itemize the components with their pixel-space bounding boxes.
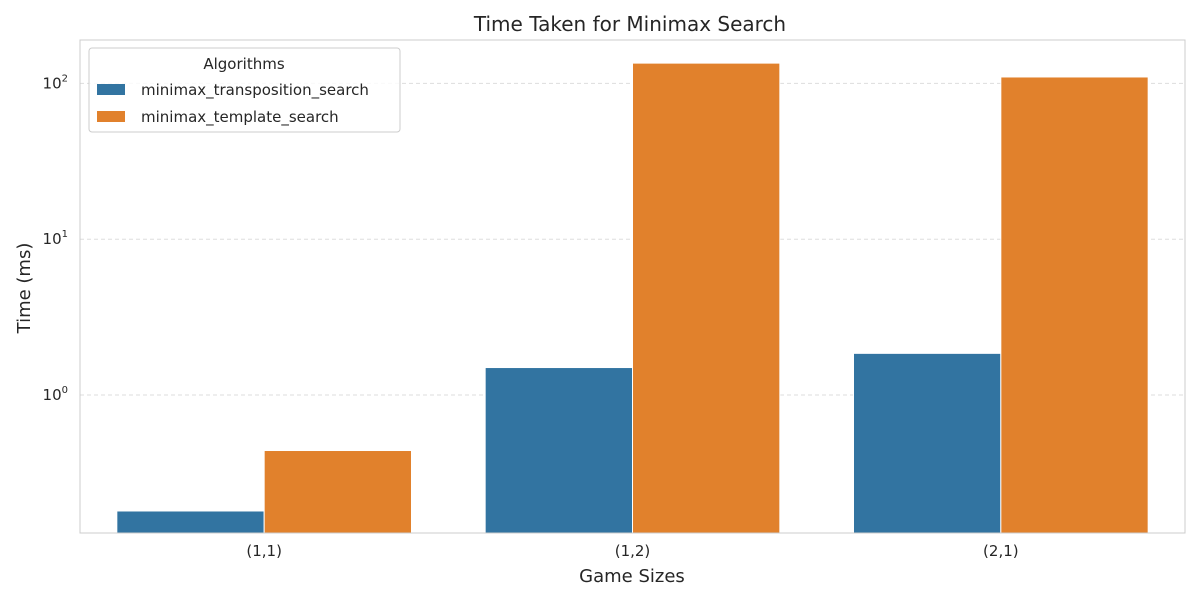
legend-box [88,47,401,133]
bars [116,62,1149,534]
y-tick-exponent: 2 [62,73,68,84]
legend: Algorithms minimax_transposition_search … [88,47,401,133]
y-tick-label: 101 [43,229,68,248]
bar-transposition-1 [116,510,265,534]
legend-swatch-template [97,111,125,122]
y-tick-label: 100 [43,385,68,404]
x-tick-label: (1,1) [246,542,282,560]
legend-swatch-transposition [97,84,125,95]
y-tick-exponent: 0 [62,385,68,396]
legend-label-template: minimax_template_search [141,108,339,127]
bar-template-3 [1000,76,1149,534]
y-axis-title: Time (ms) [14,243,35,335]
x-tick-label: (2,1) [983,542,1019,560]
y-tick-base: 10 [43,230,62,248]
legend-title: Algorithms [203,55,284,73]
x-axis-ticks: (1,1) (1,2) (2,1) [246,542,1018,560]
x-tick-label: (1,2) [615,542,651,560]
y-tick-base: 10 [43,386,62,404]
x-axis-title: Game Sizes [579,566,685,587]
bar-transposition-2 [484,367,633,534]
legend-label-transposition: minimax_transposition_search [141,81,369,100]
bar-transposition-3 [853,352,1002,534]
y-tick-base: 10 [43,74,62,92]
y-tick-label: 102 [43,73,68,92]
bar-template-1 [263,450,412,534]
plot-frame [79,39,1186,534]
bar-template-2 [632,62,781,534]
y-tick-exponent: 1 [62,229,68,240]
chart-title: Time Taken for Minimax Search [473,12,786,36]
